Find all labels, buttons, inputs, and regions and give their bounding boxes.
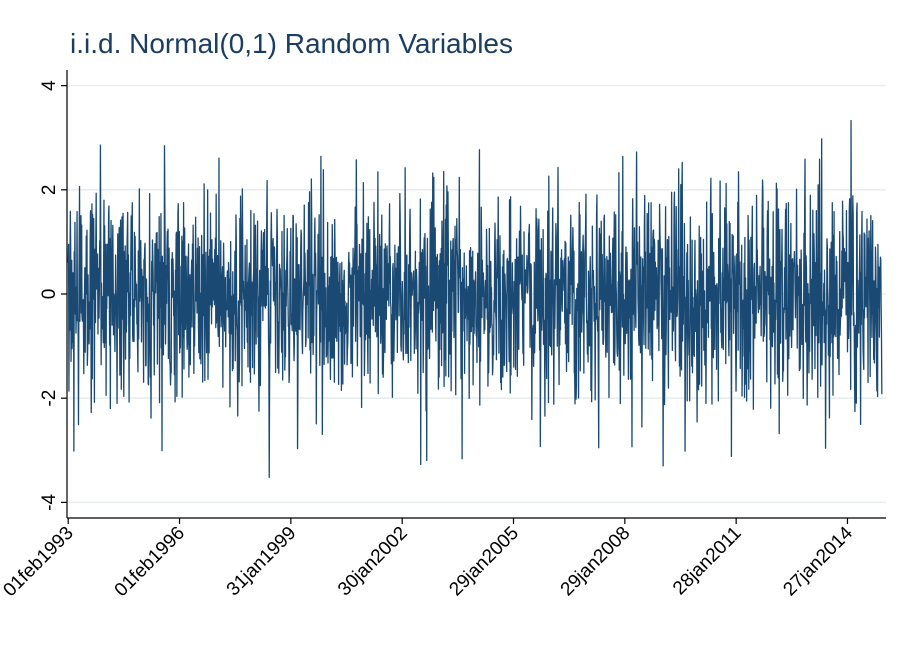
y-tick-label-2: 0 xyxy=(39,289,60,300)
series-area xyxy=(67,119,883,479)
y-tick-label-0: -4 xyxy=(39,493,60,510)
y-axis-ticks: -4 -2 0 2 4 xyxy=(39,80,67,511)
series-line-0 xyxy=(67,119,883,479)
y-tick-label-1: -2 xyxy=(39,390,60,407)
y-tick-label-3: 2 xyxy=(39,185,60,196)
chart-title: i.i.d. Normal(0,1) Random Variables xyxy=(70,28,513,59)
y-tick-label-4: 4 xyxy=(39,80,60,91)
